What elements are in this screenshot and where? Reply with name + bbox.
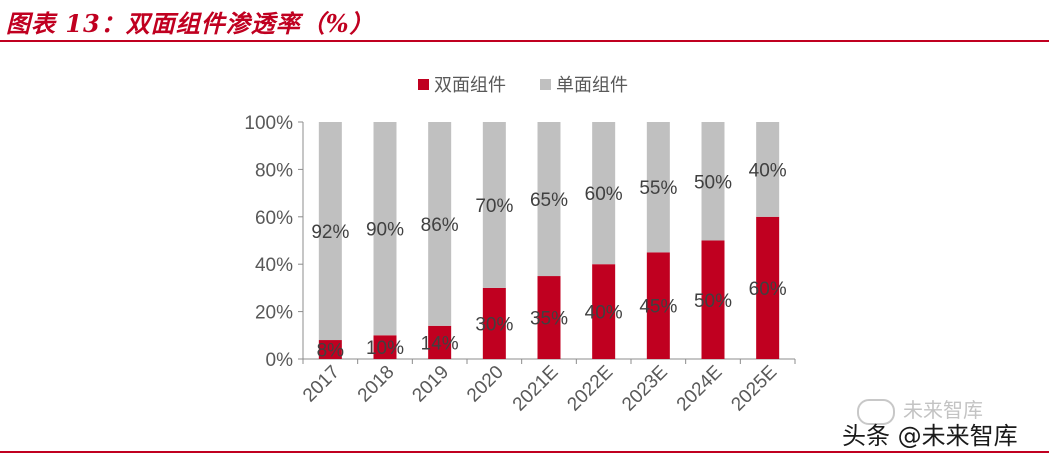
- data-label-bifacial: 40%: [585, 303, 623, 324]
- bar-monofacial: [537, 122, 561, 277]
- legend: 双面组件 单面组件: [418, 75, 628, 96]
- x-tick-label: 2023E: [618, 362, 672, 416]
- y-tick-label: 40%: [255, 255, 293, 276]
- x-tick-label: 2019: [408, 362, 453, 407]
- data-label-monofacial: 90%: [366, 220, 404, 241]
- y-tick-label: 60%: [255, 208, 293, 229]
- bar-bifacial: [701, 240, 725, 359]
- bar-bifacial: [646, 252, 670, 359]
- figure-title: 图表 13：双面组件渗透率（%）: [6, 9, 375, 38]
- wechat-icon: [857, 398, 895, 425]
- x-tick-label: 2020: [463, 362, 508, 407]
- x-tick-label: 2017: [299, 362, 344, 407]
- x-tick-label: 2018: [354, 362, 399, 407]
- bar-monofacial: [701, 122, 725, 241]
- bar-bifacial: [756, 216, 780, 359]
- data-label-bifacial: 45%: [639, 297, 677, 318]
- data-label-monofacial: 70%: [475, 196, 513, 217]
- data-label-monofacial: 60%: [585, 184, 623, 205]
- data-label-bifacial: 8%: [317, 341, 345, 362]
- bar-bifacial: [318, 340, 342, 359]
- bar-monofacial: [756, 122, 780, 217]
- bar-bifacial: [373, 335, 397, 359]
- watermark-brand: 未来智库: [903, 398, 983, 422]
- watermark-logo: 未来智库: [857, 394, 983, 425]
- bar-bifacial: [428, 325, 452, 359]
- data-labels: 8% 92% 10% 90% 14% 86% 30% 70% 35% 65% 40% 60% 45% 55…: [311, 160, 786, 361]
- data-label-monofacial: 40%: [749, 160, 787, 181]
- watermark-text: 头条 @未来智库: [842, 422, 1018, 450]
- bar-bifacial: [482, 287, 506, 359]
- bar-monofacial: [428, 122, 452, 326]
- bars: [318, 122, 780, 359]
- x-tick-label: 2022E: [563, 362, 617, 416]
- bar-monofacial: [592, 122, 616, 265]
- x-tick-label: 2021E: [509, 362, 563, 416]
- bar-monofacial: [482, 122, 506, 288]
- data-label-bifacial: 30%: [475, 314, 513, 335]
- data-label-monofacial: 86%: [421, 215, 459, 236]
- bar-bifacial: [592, 264, 616, 359]
- data-label-bifacial: 10%: [366, 338, 404, 359]
- legend-swatch: [540, 79, 551, 90]
- x-tick-label: 2024E: [673, 362, 727, 416]
- legend-label: 双面组件: [434, 75, 506, 96]
- y-tick-label: 20%: [255, 303, 293, 324]
- legend-label: 单面组件: [556, 75, 628, 96]
- x-tick-label: 2025E: [727, 362, 781, 416]
- data-label-bifacial: 35%: [530, 309, 568, 330]
- bar-monofacial: [373, 122, 397, 336]
- title-rule: [0, 40, 1049, 42]
- data-label-bifacial: 50%: [694, 291, 732, 312]
- data-label-bifacial: 14%: [421, 333, 459, 354]
- legend-swatch: [418, 79, 429, 90]
- bar-monofacial: [646, 122, 670, 253]
- data-label-monofacial: 65%: [530, 190, 568, 211]
- bar-monofacial: [318, 122, 342, 341]
- data-label-bifacial: 60%: [749, 279, 787, 300]
- y-tick-label: 0%: [266, 350, 294, 371]
- bottom-rule: [0, 451, 1049, 453]
- y-tick-label: 100%: [244, 113, 293, 134]
- data-label-monofacial: 55%: [639, 178, 677, 199]
- bar-bifacial: [537, 276, 561, 359]
- data-label-monofacial: 50%: [694, 172, 732, 193]
- y-tick-label: 80%: [255, 160, 293, 181]
- data-label-monofacial: 92%: [311, 222, 349, 243]
